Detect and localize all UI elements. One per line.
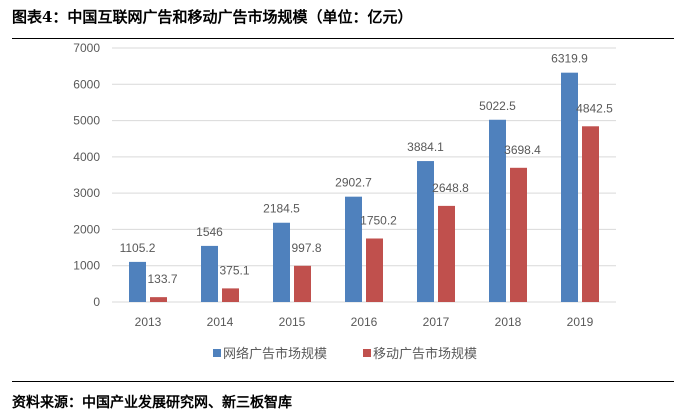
bar-internet — [417, 161, 434, 302]
y-tick-label: 1000 — [73, 259, 100, 273]
data-label: 6319.9 — [551, 52, 588, 66]
data-label: 2184.5 — [263, 202, 300, 216]
data-label: 5022.5 — [479, 99, 516, 113]
x-tick-label: 2017 — [423, 315, 450, 329]
data-label: 1105.2 — [120, 241, 156, 255]
legend-swatch — [363, 349, 371, 357]
bar-mobile — [366, 238, 383, 302]
footer-divider — [12, 381, 674, 382]
x-tick-label: 2013 — [135, 315, 162, 329]
data-label: 2902.7 — [335, 176, 372, 190]
data-label: 997.8 — [291, 241, 321, 255]
bar-mobile — [438, 205, 455, 302]
bar-internet — [489, 119, 506, 302]
bar-mobile — [582, 126, 599, 302]
data-label: 3698.4 — [504, 143, 541, 157]
y-tick-label: 3000 — [73, 186, 100, 200]
x-tick-label: 2019 — [567, 315, 594, 329]
bar-internet — [273, 222, 290, 302]
bar-internet — [201, 245, 218, 302]
legend-label: 移动广告市场规模 — [373, 346, 477, 361]
x-tick-label: 2018 — [495, 315, 522, 329]
y-tick-label: 4000 — [73, 150, 100, 164]
legend-swatch — [213, 349, 221, 357]
data-label: 375.1 — [219, 263, 249, 277]
data-label: 133.7 — [147, 272, 177, 286]
data-label: 4842.5 — [576, 101, 613, 115]
title-divider — [12, 38, 674, 39]
data-label: 1750.2 — [360, 213, 397, 227]
bar-internet — [345, 196, 362, 302]
bar-mobile — [222, 288, 239, 302]
y-tick-label: 2000 — [73, 222, 100, 236]
bar-mobile — [510, 167, 527, 302]
chart-title: 图表4：中国互联网广告和移动广告市场规模（单位：亿元） — [12, 8, 413, 26]
data-label: 2648.8 — [432, 181, 469, 195]
legend-label: 网络广告市场规模 — [223, 346, 327, 361]
x-tick-label: 2014 — [207, 315, 234, 329]
bar-internet — [129, 261, 146, 302]
y-tick-label: 7000 — [73, 41, 100, 55]
x-tick-label: 2015 — [279, 315, 306, 329]
data-label: 1546 — [196, 225, 223, 239]
y-tick-label: 6000 — [73, 77, 100, 91]
y-tick-label: 5000 — [73, 114, 100, 128]
source-note: 资料来源：中国产业发展研究网、新三板智库 — [12, 395, 292, 411]
y-tick-label: 0 — [93, 295, 100, 309]
bar-internet — [561, 72, 578, 302]
bar-mobile — [294, 265, 311, 302]
data-label: 3884.1 — [407, 140, 444, 154]
bar-mobile — [150, 297, 167, 302]
x-tick-label: 2016 — [351, 315, 378, 329]
